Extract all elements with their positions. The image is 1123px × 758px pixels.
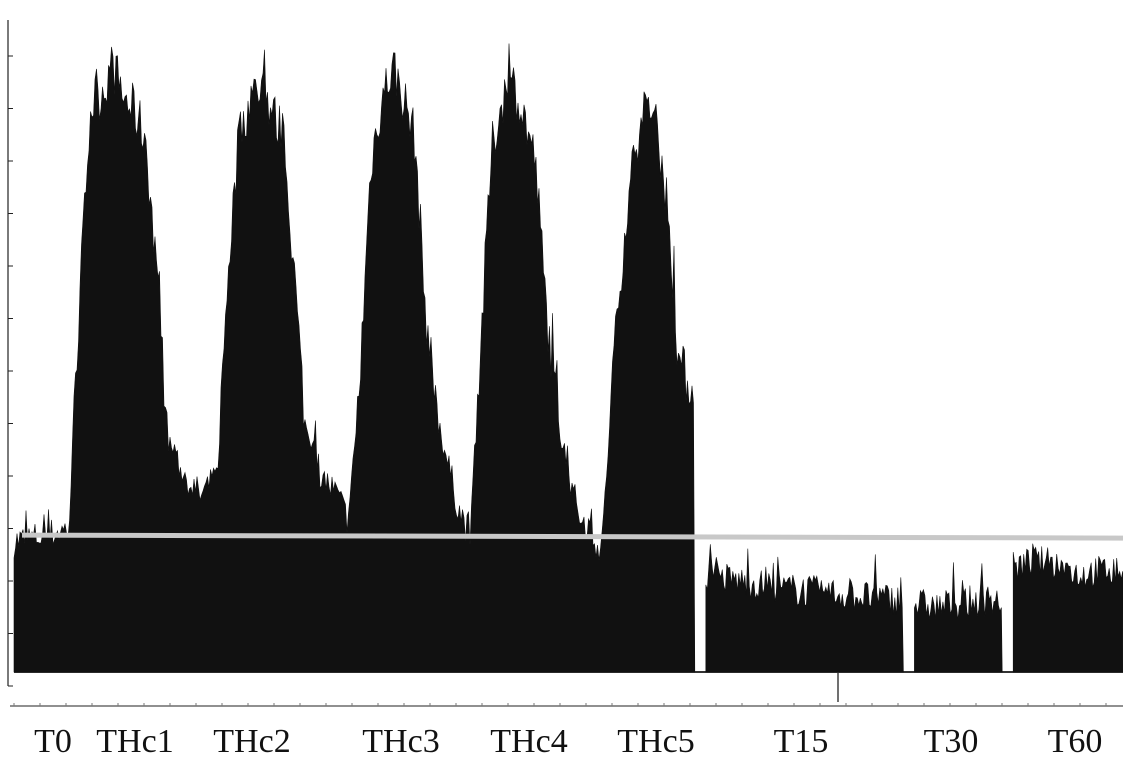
signal-segment-1	[705, 544, 904, 673]
x-tick-labels: T0 THc1 THc2 THc3 THc4 THc5 T15 T30 T60	[34, 723, 1102, 758]
x-tick-label-thc1: THc1	[96, 723, 173, 758]
x-tick-label-thc5: THc5	[617, 723, 694, 758]
x-tick-label-thc3: THc3	[362, 723, 439, 758]
threshold-layer	[21, 532, 1123, 541]
signal-segment-3	[1012, 543, 1123, 673]
signal-segment-2	[914, 562, 1003, 673]
x-tick-label-thc4: THc4	[490, 723, 567, 758]
x-tick-label-thc2: THc2	[213, 723, 290, 758]
x-tick-label-t60: T60	[1048, 723, 1103, 758]
signal-series	[13, 43, 1123, 673]
x-tick-label-t0: T0	[34, 723, 72, 758]
x-tick-label-t15: T15	[774, 723, 829, 758]
threshold-line	[21, 532, 1123, 541]
x-tick-label-t30: T30	[924, 723, 979, 758]
signal-segment-0	[13, 43, 696, 673]
